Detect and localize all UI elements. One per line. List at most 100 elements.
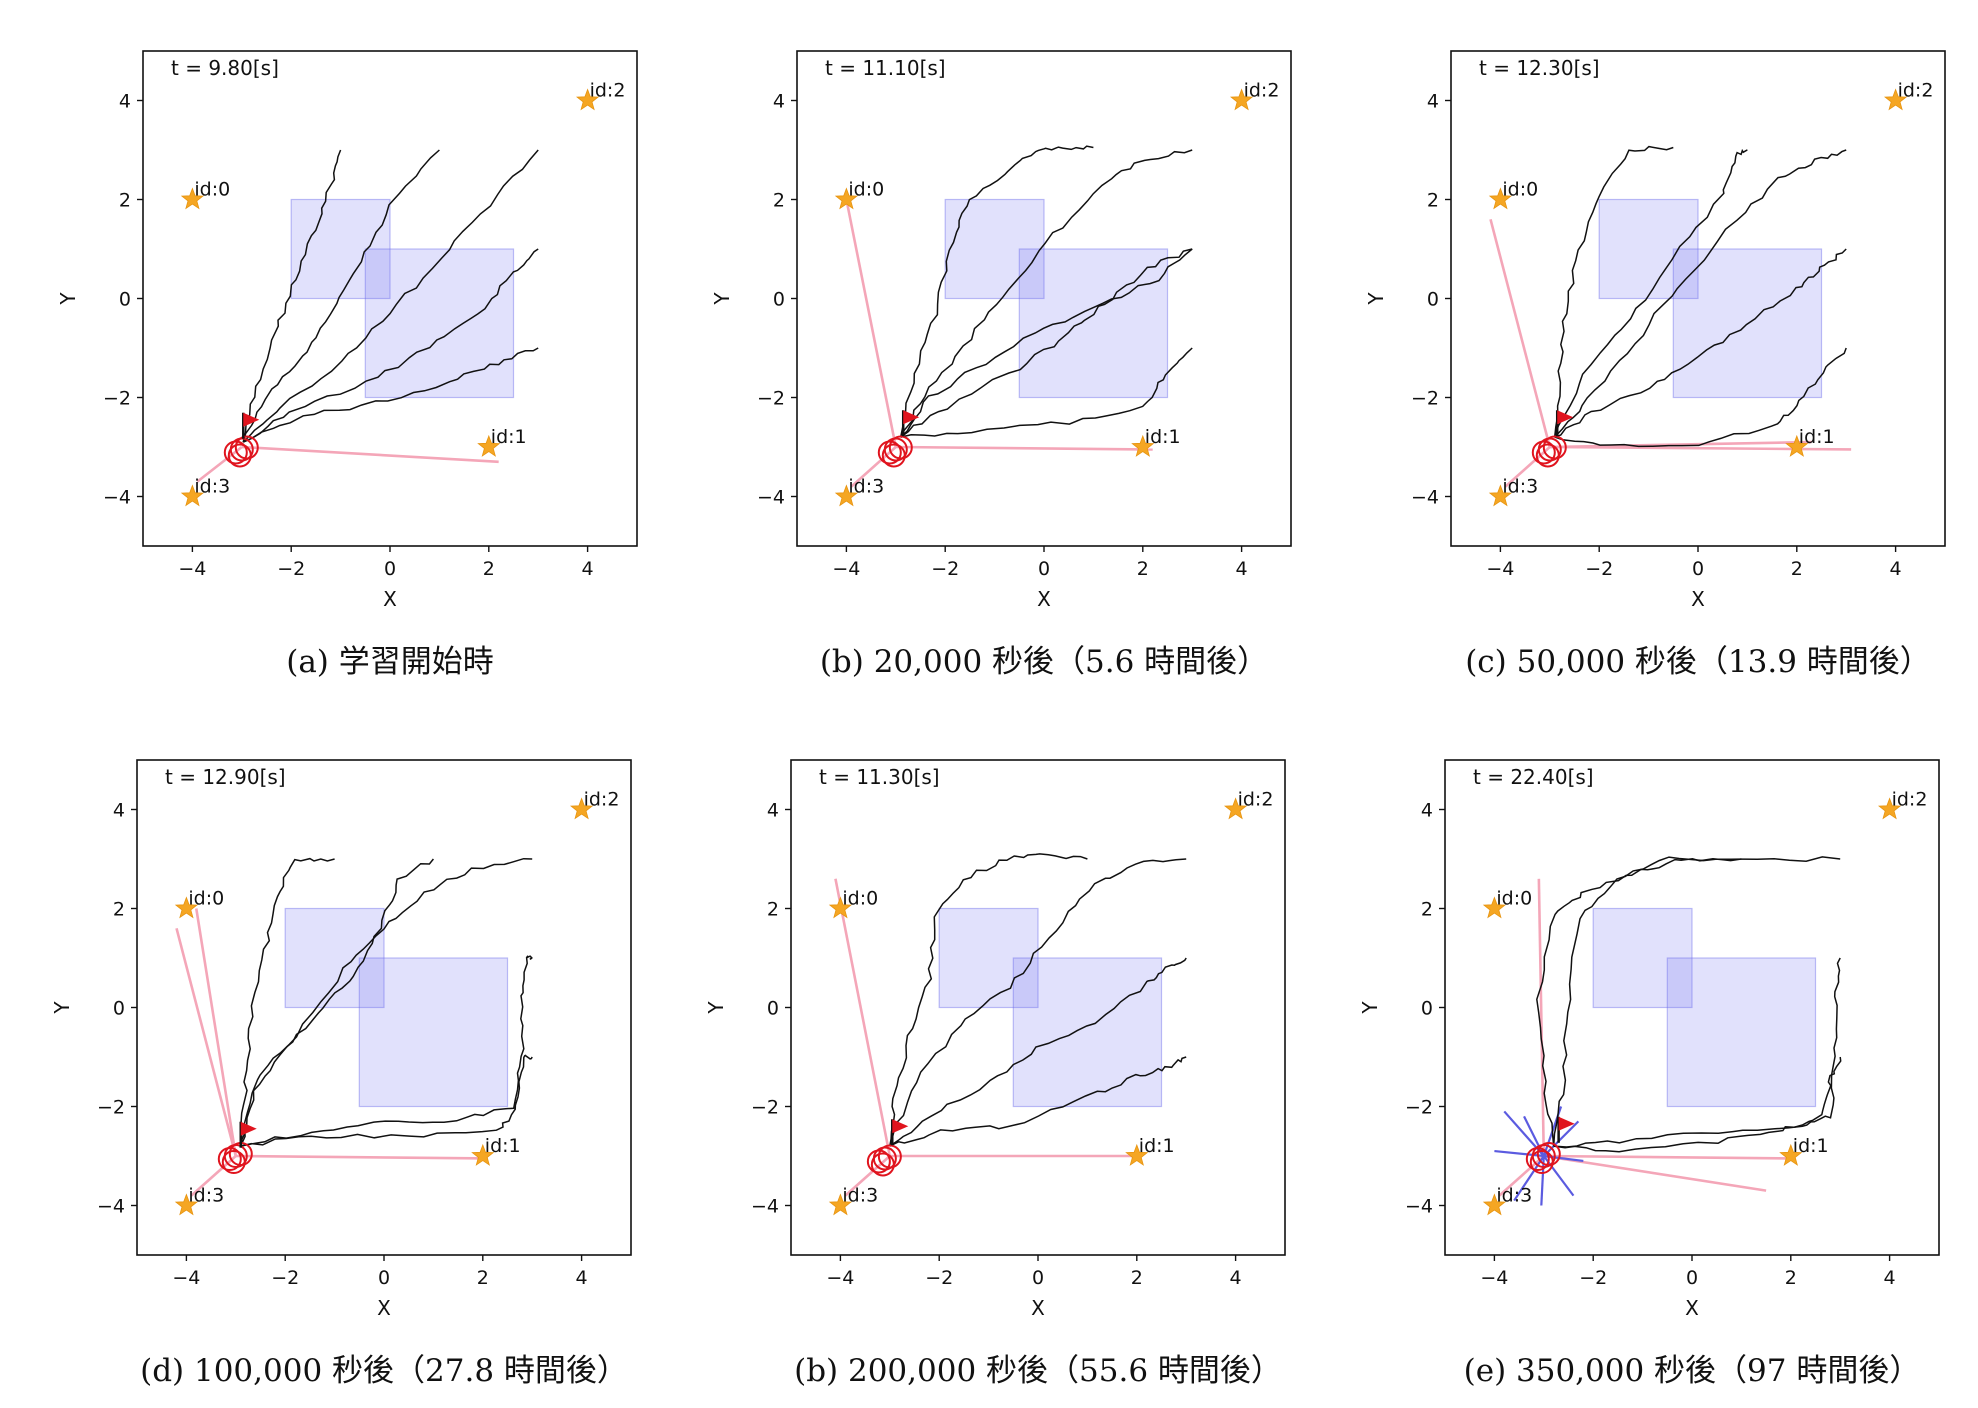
obstacle-1	[358, 957, 509, 1108]
trajectory-0	[1536, 857, 1742, 1147]
goal-label-0: id:0	[194, 179, 230, 201]
panel-caption: (c) 50,000 秒後（13.9 時間後）	[1465, 644, 1931, 680]
time-label: t = 12.30[s]	[1479, 56, 1600, 80]
x-axis-label: X	[383, 587, 397, 611]
time-label: t = 11.30[s]	[819, 765, 940, 789]
goal-star-3	[1488, 484, 1513, 507]
y-tick-label-3: 2	[767, 899, 779, 921]
robot-circle-2	[234, 435, 259, 460]
trajectory-3	[1553, 1056, 1842, 1153]
trajectory-1	[242, 149, 440, 443]
robot-circle-1	[223, 440, 248, 465]
y-axis-label: Y	[704, 1001, 728, 1015]
y-tick-label-1: −2	[751, 1097, 779, 1119]
panel-caption: (b) 200,000 秒後（55.6 時間後）	[794, 1353, 1282, 1389]
goal-label-2: id:2	[584, 789, 620, 811]
flag-icon	[903, 410, 920, 425]
goal-label-3: id:3	[1502, 476, 1538, 498]
y-axis-label: Y	[56, 292, 80, 306]
goal-label-3: id:3	[1496, 1185, 1532, 1207]
y-tick-label-4: 4	[113, 800, 125, 822]
y-tick-label-4: 4	[119, 91, 131, 113]
robot-circle-3	[221, 1150, 246, 1174]
x-tick-label-1: −2	[1585, 558, 1613, 580]
goal-star-3	[834, 484, 859, 507]
trajectory-1	[900, 149, 1193, 438]
goal-label-2: id:2	[1238, 789, 1274, 811]
goal-star-1	[1785, 434, 1809, 457]
y-tick-label-0: −4	[103, 487, 131, 509]
pink-line-0	[1537, 878, 1546, 1157]
flag-icon	[240, 1121, 257, 1136]
x-tick-label-3: 2	[483, 558, 495, 580]
pink-line-1	[1543, 1154, 1791, 1160]
x-tick-label-0: −4	[1480, 1267, 1508, 1289]
robot-circle-3	[1535, 443, 1560, 468]
y-tick-label-2: 0	[773, 289, 785, 311]
goal-label-0: id:0	[848, 179, 884, 201]
goal-star-3	[828, 1193, 853, 1216]
goal-label-3: id:3	[842, 1185, 878, 1207]
pink-line-0	[175, 927, 238, 1157]
chart-panel-1: id:0 id:1 id:2 id:3 −4 −2 0 2 4 −4 −2 0 2 4 X Yt = 11.1…	[710, 50, 1292, 611]
goal-label-2: id:2	[1244, 80, 1280, 102]
x-tick-label-2: 0	[384, 558, 396, 580]
goal-star-1	[477, 434, 501, 457]
trajectory-0	[1553, 145, 1674, 438]
panel-caption: (a) 学習開始時	[286, 644, 494, 680]
robot-circle-2	[877, 1144, 902, 1169]
robot-circle-1	[877, 440, 902, 465]
plot-area: id:0 id:1 id:2 id:3	[834, 80, 1280, 507]
trajectory-4	[900, 347, 1193, 438]
goal-star-2	[1883, 88, 1908, 111]
pink-line-2	[850, 446, 897, 488]
obstacle-1	[1012, 957, 1163, 1108]
flag-icon	[1557, 410, 1574, 425]
x-tick-label-1: −2	[925, 1267, 953, 1289]
robot-circle-2	[888, 435, 913, 460]
goal-label-2: id:2	[1898, 80, 1934, 102]
trajectory-0	[242, 149, 342, 443]
pink-line-0	[834, 878, 892, 1157]
obstacle-0	[938, 907, 1039, 1009]
pink-line-2	[1543, 1154, 1767, 1192]
goal-star-3	[180, 484, 205, 507]
pink-line-1	[895, 445, 1153, 451]
goal-star-3	[1482, 1193, 1507, 1216]
panel-caption: (b) 20,000 秒後（5.6 時間後）	[819, 644, 1269, 680]
y-tick-label-4: 4	[767, 800, 779, 822]
goal-star-1	[1125, 1143, 1149, 1166]
blue-ray-5	[1543, 1120, 1580, 1157]
y-tick-label-4: 4	[1427, 91, 1439, 113]
chart-panel-3: id:0 id:1 id:2 id:3 −4 −2 0 2 4 −4 −2 0 2 4 X Yt = 12.9…	[50, 759, 632, 1320]
robot-circle-3	[881, 443, 906, 468]
trajectory-1	[1552, 856, 1841, 1147]
trajectory-4	[240, 1054, 533, 1147]
y-tick-label-0: −4	[1405, 1196, 1433, 1218]
goal-star-2	[575, 88, 600, 111]
x-tick-label-2: 0	[1032, 1267, 1044, 1289]
robot-circle-1	[1525, 1147, 1550, 1171]
goal-star-3	[174, 1193, 199, 1216]
trajectory-2	[240, 857, 533, 1147]
x-tick-label-4: 4	[1890, 558, 1902, 580]
goal-label-3: id:3	[848, 476, 884, 498]
x-axis-label: X	[1685, 1296, 1699, 1320]
goal-star-1	[1779, 1143, 1803, 1166]
goal-label-1: id:1	[491, 426, 527, 448]
goal-label-0: id:0	[1496, 888, 1532, 910]
goal-star-1	[1131, 434, 1155, 457]
goal-star-0	[180, 187, 205, 210]
y-tick-label-2: 0	[1421, 998, 1433, 1020]
x-tick-label-0: −4	[832, 558, 860, 580]
x-tick-label-3: 2	[1791, 558, 1803, 580]
y-axis-label: Y	[1358, 1001, 1382, 1015]
goal-star-2	[569, 797, 594, 820]
obstacle-0	[290, 198, 391, 300]
trajectory-2	[889, 957, 1187, 1147]
x-tick-label-1: −2	[277, 558, 305, 580]
plot-area: id:0 id:1 id:2 id:3	[1482, 789, 1927, 1216]
x-tick-label-3: 2	[1137, 558, 1149, 580]
x-tick-label-0: −4	[172, 1267, 200, 1289]
robot-circle-3	[870, 1152, 895, 1177]
